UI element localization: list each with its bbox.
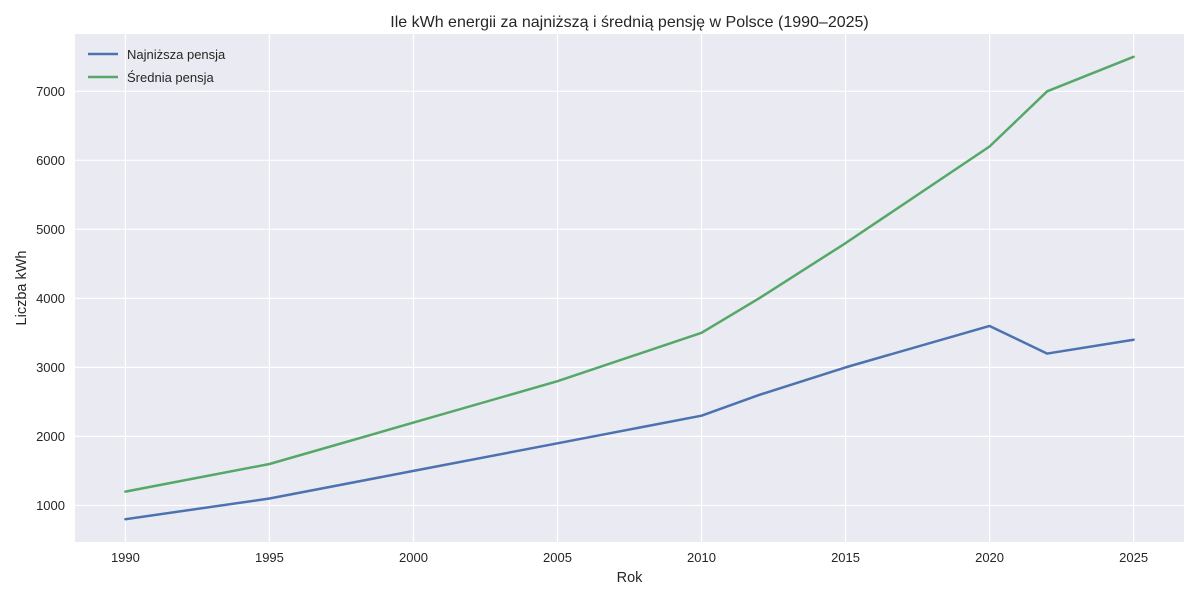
tick-labels: 1990 1995 2000 2005 2010 2015 2020 2025 1000 2000… bbox=[36, 84, 1148, 565]
y-tick-label: 1000 bbox=[36, 498, 65, 513]
y-axis-label: Liczba kWh bbox=[14, 251, 30, 326]
x-tick-label: 2005 bbox=[543, 550, 572, 565]
x-tick-label: 2015 bbox=[831, 550, 860, 565]
y-tick-label: 7000 bbox=[36, 84, 65, 99]
y-tick-label: 4000 bbox=[36, 291, 65, 306]
y-tick-label: 5000 bbox=[36, 222, 65, 237]
legend: Najniższa pensja Średnia pensja bbox=[88, 47, 226, 85]
y-tick-label: 3000 bbox=[36, 360, 65, 375]
chart-title: Ile kWh energii za najniższą i średnią p… bbox=[390, 14, 868, 31]
x-tick-label: 2020 bbox=[975, 550, 1004, 565]
x-tick-label: 1995 bbox=[255, 550, 284, 565]
x-tick-label: 2010 bbox=[687, 550, 716, 565]
x-tick-label: 2000 bbox=[399, 550, 428, 565]
legend-label-srednia: Średnia pensja bbox=[127, 70, 214, 85]
x-tick-label: 2025 bbox=[1119, 550, 1148, 565]
series-line-1 bbox=[124, 55, 1135, 493]
y-tick-label: 6000 bbox=[36, 153, 65, 168]
legend-label-najnizsza: Najniższa pensja bbox=[127, 47, 226, 62]
grid bbox=[75, 34, 1184, 542]
series-lines bbox=[124, 55, 1135, 521]
x-tick-label: 1990 bbox=[111, 550, 140, 565]
plot-background bbox=[75, 34, 1184, 542]
x-axis-label: Rok bbox=[617, 570, 644, 586]
series-line-0 bbox=[124, 324, 1135, 521]
y-tick-label: 2000 bbox=[36, 429, 65, 444]
